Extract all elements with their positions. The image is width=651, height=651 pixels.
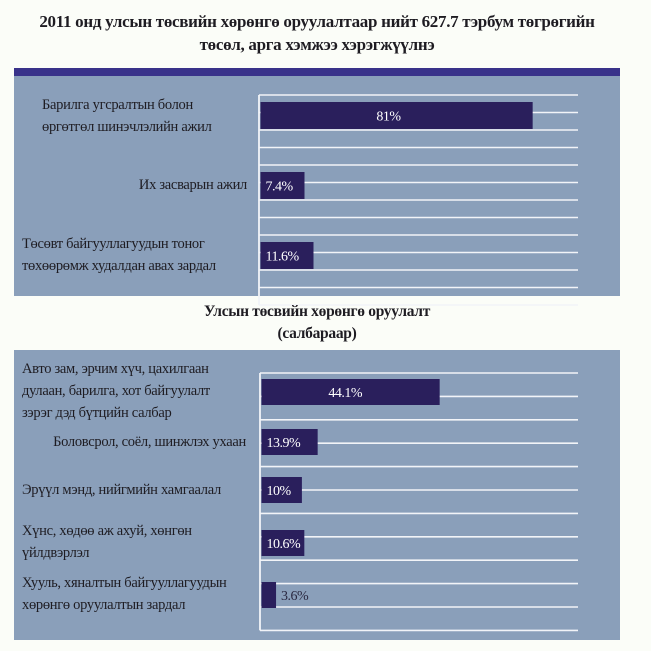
category-label-line: төхөөрөмж худалдан авах зардал	[22, 258, 216, 274]
bar	[261, 477, 302, 503]
category-label: Боловсрол, соёл, шинжлэх ухаан	[53, 431, 246, 453]
category-label-line: Авто зам, эрчим хүч, цахилгаан	[22, 361, 209, 377]
category-label-line: өргөтгөл шинэчлэлийн ажил	[42, 119, 212, 135]
section-title-line-1: Улсын төсвийн хөрөнгө оруулалт	[203, 303, 431, 320]
bar	[261, 582, 277, 608]
category-label-line: үйлдвэрлэл	[22, 545, 90, 561]
category-label: Хүнс, хөдөө аж ахуй, хөнгөн үйлдвэрлэл	[22, 520, 192, 564]
category-label: Төсөвт байгууллагуудын тоног төхөөрөмж ху…	[22, 233, 216, 277]
bar	[260, 102, 533, 129]
chart-title: 2011 онд улсын төсвийн хөрөнгө оруулалта…	[14, 10, 620, 56]
category-label-line: Боловсрол, соёл, шинжлэх ухаан	[53, 434, 246, 450]
category-label-line: Барилга угсралтын болон	[42, 97, 193, 113]
bar-chart-by-sector: 44.1% 13.9% 10% 10.6% 3.6%	[259, 372, 578, 632]
data-label: 13.9%	[267, 436, 302, 451]
header-band	[14, 68, 620, 76]
category-label: Барилга угсралтын болон өргөтгөл шинэчлэл…	[42, 94, 212, 138]
data-label: 10.6%	[267, 537, 302, 552]
data-label: 7.4%	[266, 180, 294, 195]
category-label-line: дулаан, барилга, хот байгуулалт	[22, 383, 210, 399]
category-label-line: хөрөнгө оруулалтын зардал	[22, 597, 186, 613]
category-label: Эрүүл мэнд, нийгмийн хамгаалал	[22, 479, 221, 501]
data-label: 3.6%	[281, 589, 309, 604]
data-label: 44.1%	[328, 386, 363, 401]
section-title: Улсын төсвийн хөрөнгө оруулалт (салбараа…	[14, 301, 620, 345]
chart-title-line-2: төсөл, арга хэмжээ хэрэгжүүлнэ	[199, 35, 435, 54]
category-label-line: Эрүүл мэнд, нийгмийн хамгаалал	[22, 482, 221, 498]
category-label: Их засварын ажил	[139, 174, 247, 196]
bar	[261, 429, 318, 455]
category-label-line: Хүнс, хөдөө аж ахуй, хөнгөн	[22, 523, 192, 539]
category-label: Авто зам, эрчим хүч, цахилгаан дулаан, ба…	[22, 358, 210, 424]
category-label-line: зэрэг дэд бүтцийн салбар	[22, 405, 172, 421]
chart-panel-by-sector: Авто зам, эрчим хүч, цахилгаан дулаан, ба…	[14, 350, 620, 640]
category-label-line: Төсөвт байгууллагуудын тоног	[22, 236, 205, 252]
bar	[261, 379, 440, 405]
category-label-line: Хууль, хяналтын байгууллагуудын	[22, 575, 227, 591]
chart-panel-budget-type: Барилга угсралтын болон өргөтгөл шинэчлэл…	[14, 68, 620, 306]
category-label-line: Их засварын ажил	[138, 177, 247, 193]
chart-title-line-1: 2011 онд улсын төсвийн хөрөнгө оруулалта…	[39, 12, 595, 31]
bar	[260, 242, 314, 269]
data-label: 11.6%	[266, 250, 300, 265]
bar	[261, 530, 305, 556]
data-label: 81%	[376, 110, 401, 125]
bar	[260, 172, 305, 199]
data-label: 10%	[267, 484, 292, 499]
category-label: Хууль, хяналтын байгууллагуудын хөрөнгө о…	[22, 572, 227, 616]
bar-chart-budget-type: 81% 7.4% 11.6%	[258, 94, 578, 306]
section-title-line-2: (салбараар)	[277, 325, 357, 342]
